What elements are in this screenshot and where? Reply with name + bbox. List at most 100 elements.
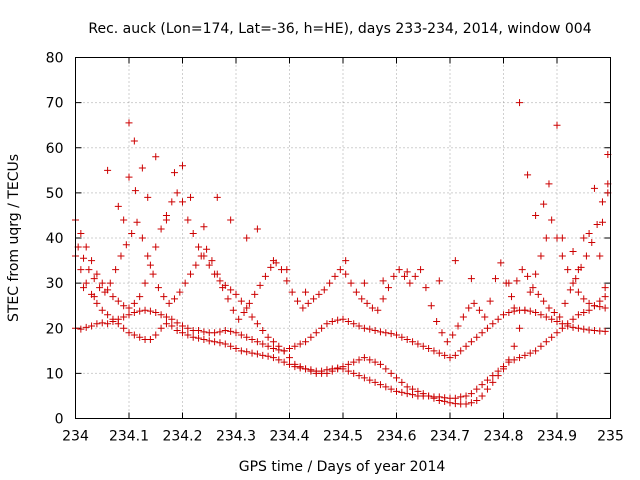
data-point [497, 259, 505, 267]
data-point [157, 311, 165, 319]
data-point [80, 284, 88, 292]
data-point [368, 304, 376, 312]
data-point [376, 360, 384, 368]
data-point [104, 311, 112, 319]
data-point [366, 356, 374, 364]
data-point [350, 358, 358, 366]
data-point [227, 327, 235, 335]
data-point [403, 268, 411, 276]
y-tick-label: 20 [46, 321, 64, 337]
data-point [331, 272, 339, 280]
data-point [106, 279, 114, 287]
data-point [449, 331, 457, 339]
data-point [264, 333, 272, 341]
data-point [120, 313, 128, 321]
data-point [133, 218, 141, 226]
data-point [438, 329, 446, 337]
data-point [146, 261, 154, 269]
data-point [564, 320, 572, 328]
data-point [585, 229, 593, 237]
data-point [125, 119, 133, 127]
data-point [526, 349, 534, 357]
data-point [221, 327, 229, 335]
data-point [253, 350, 261, 358]
data-point [216, 339, 224, 347]
y-tick-label: 40 [46, 231, 64, 247]
x-tick-label: 234.6 [376, 429, 416, 445]
y-tick-label: 50 [46, 186, 64, 202]
data-point [197, 252, 205, 260]
y-tick-label: 60 [46, 141, 64, 157]
data-point [232, 329, 240, 337]
data-point [478, 329, 486, 337]
data-point [379, 277, 387, 285]
data-point [157, 225, 165, 233]
data-point [152, 331, 160, 339]
data-point [114, 297, 122, 305]
data-point [184, 331, 192, 339]
data-point [82, 279, 90, 287]
data-point [526, 288, 534, 296]
data-point [537, 311, 545, 319]
data-point [165, 299, 173, 307]
data-point [516, 354, 524, 362]
data-point [366, 325, 374, 333]
data-point [141, 306, 149, 314]
data-point [483, 385, 491, 393]
data-point [187, 193, 195, 201]
data-point [253, 225, 261, 233]
data-point [558, 252, 566, 260]
data-point [457, 393, 465, 401]
data-point [227, 216, 235, 224]
data-point [510, 304, 518, 312]
data-point [542, 234, 550, 242]
data-point [162, 320, 170, 328]
data-point [170, 295, 178, 303]
data-point [382, 329, 390, 337]
data-point [580, 325, 588, 333]
data-point [352, 288, 360, 296]
data-point [403, 336, 411, 344]
data-point [173, 327, 181, 335]
data-point [572, 275, 580, 283]
data-point [569, 279, 577, 287]
data-point [454, 322, 462, 330]
data-point [269, 345, 277, 353]
data-point [88, 257, 96, 265]
data-point [181, 279, 189, 287]
data-point [580, 308, 588, 316]
data-point [435, 277, 443, 285]
data-point [580, 295, 588, 303]
data-point [430, 394, 438, 402]
data-point [302, 338, 310, 346]
data-point [101, 288, 109, 296]
data-point [601, 327, 609, 335]
data-point [537, 252, 545, 260]
data-point [280, 347, 288, 355]
data-point [473, 385, 481, 393]
data-point [146, 307, 154, 315]
data-point [235, 315, 243, 323]
data-point [574, 266, 582, 274]
data-point [173, 189, 181, 197]
data-point [200, 336, 208, 344]
data-point [149, 270, 157, 278]
data-point [462, 342, 470, 350]
data-point [315, 290, 323, 298]
data-point [173, 319, 181, 327]
data-point [256, 281, 264, 289]
data-point [192, 261, 200, 269]
data-point [491, 275, 499, 283]
data-point [243, 348, 251, 356]
data-point [556, 313, 564, 321]
data-point [374, 306, 382, 314]
data-point [109, 315, 117, 323]
data-point [136, 333, 144, 341]
data-point [582, 252, 590, 260]
data-point [307, 367, 315, 375]
y-tick-label: 70 [46, 96, 64, 112]
data-point [208, 257, 216, 265]
data-point [516, 99, 524, 107]
data-point [168, 315, 176, 323]
